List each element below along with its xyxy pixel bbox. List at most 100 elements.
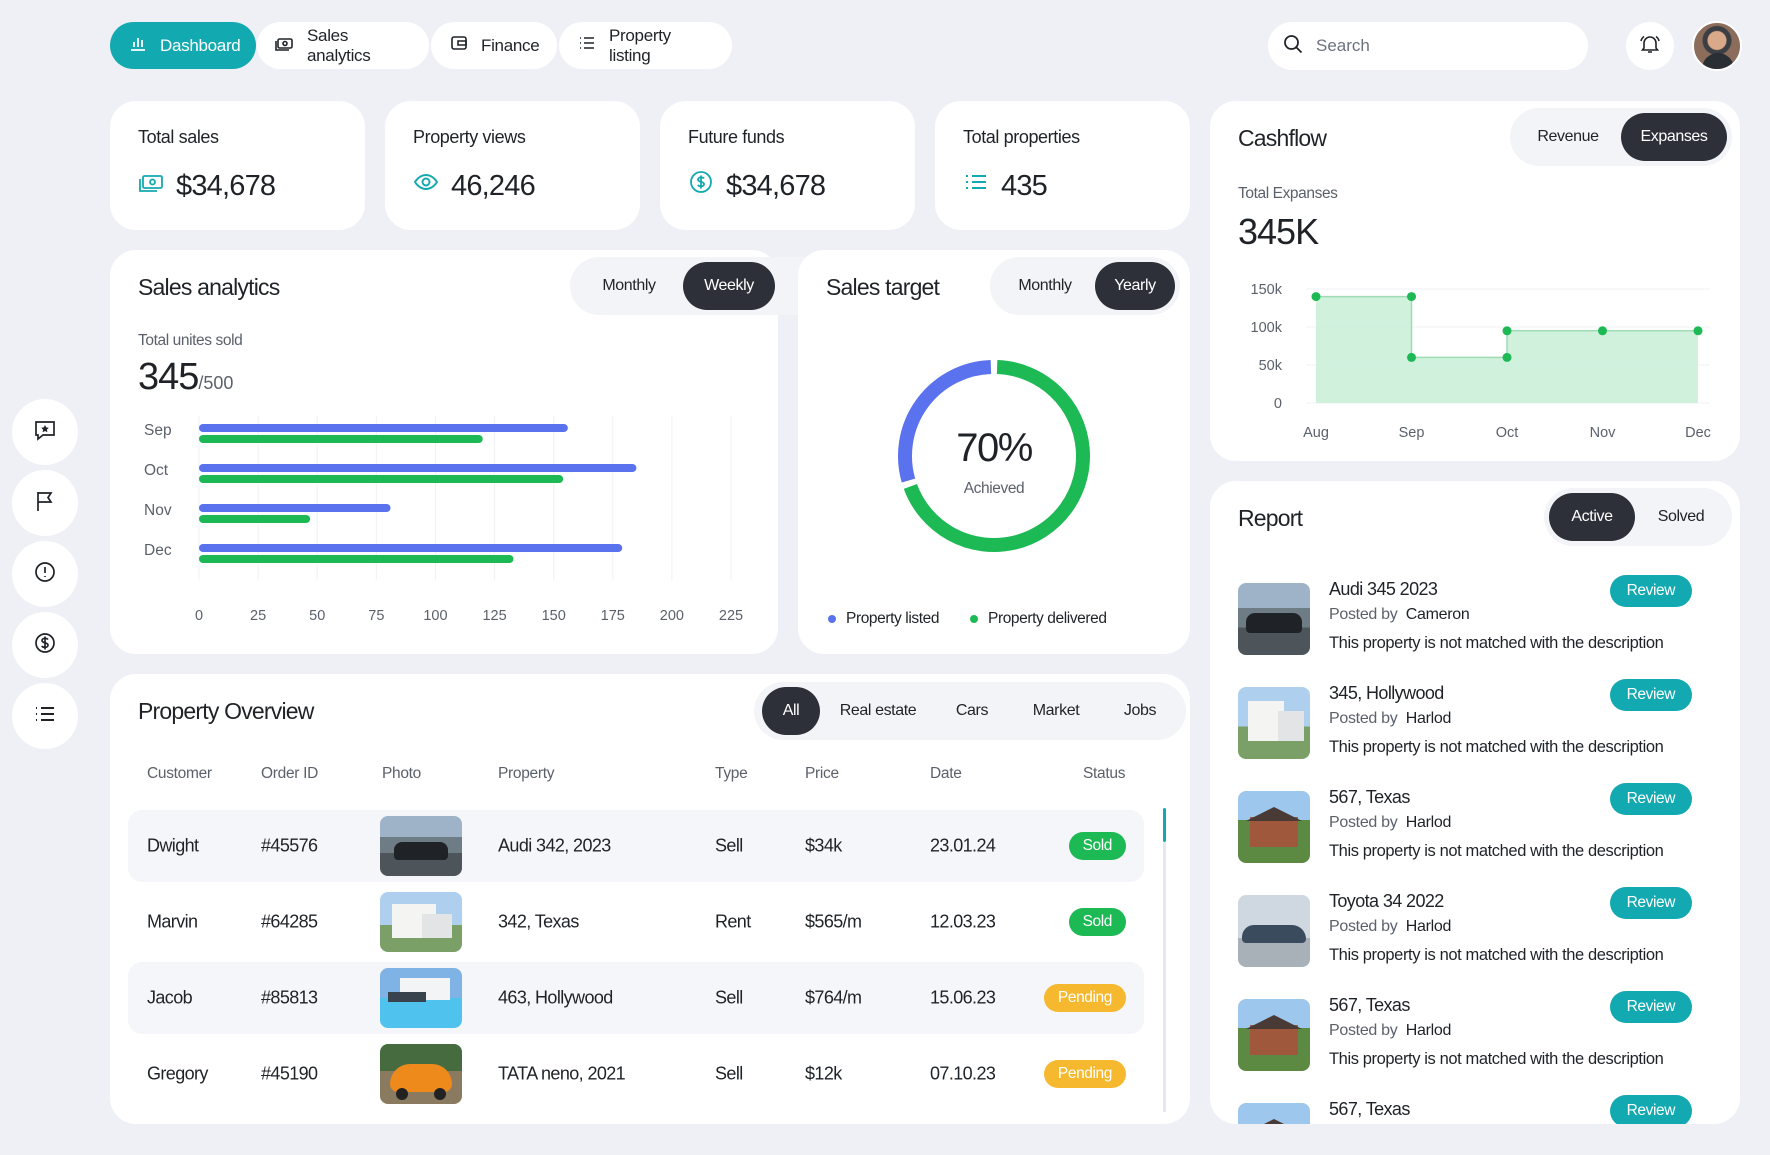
table-row[interactable]: Dwight #45576 Audi 342, 2023 Sell $34k 2… bbox=[128, 810, 1144, 882]
toggle-yearly[interactable]: Yearly bbox=[1095, 262, 1175, 310]
filter-all[interactable]: All bbox=[762, 687, 820, 735]
chart-subtitle: Total unites sold bbox=[138, 332, 243, 349]
sales-analytics-card: Sales analytics Monthly Weekly Total uni… bbox=[110, 250, 830, 654]
cell-date: 15.06.23 bbox=[930, 987, 996, 1008]
report-author: Cameron bbox=[1405, 606, 1470, 623]
toggle-monthly[interactable]: Monthly bbox=[1018, 277, 1072, 294]
sidebar-flag-button[interactable] bbox=[12, 470, 78, 536]
car-photo bbox=[1238, 895, 1310, 967]
dollar-circle-icon bbox=[32, 630, 58, 661]
report-item[interactable]: 567, Texas Posted by Harlod This propert… bbox=[1238, 991, 1718, 1075]
report-item[interactable]: Toyota 34 2022 Posted by Harlod This pro… bbox=[1238, 887, 1718, 971]
column-header[interactable]: Price bbox=[805, 765, 839, 782]
review-button[interactable]: Review bbox=[1609, 575, 1692, 607]
filter-bar bbox=[754, 682, 1186, 740]
review-button[interactable]: Review bbox=[1609, 679, 1692, 711]
search-bar[interactable] bbox=[1268, 22, 1588, 70]
units-sold-value: 345 bbox=[138, 356, 199, 398]
tab-sales-analytics[interactable]: Sales analytics bbox=[257, 22, 429, 69]
report-title: 567, Texas bbox=[1329, 995, 1410, 1015]
money-icon bbox=[275, 33, 295, 58]
toggle-expanses[interactable]: Expanses bbox=[1621, 113, 1727, 161]
y-tick-label: 150k bbox=[1251, 282, 1283, 298]
avatar[interactable] bbox=[1692, 21, 1742, 71]
cell-type: Sell bbox=[715, 1063, 743, 1084]
tab-dashboard[interactable]: Dashboard bbox=[110, 22, 256, 69]
report-description: This property is not matched with the de… bbox=[1329, 634, 1664, 652]
column-header[interactable]: Customer bbox=[147, 765, 212, 782]
toggle-active[interactable]: Active bbox=[1549, 493, 1635, 541]
posted-by-label: Posted by bbox=[1329, 814, 1398, 831]
posted-by-label: Posted by bbox=[1329, 710, 1398, 727]
column-header[interactable]: Date bbox=[930, 765, 962, 782]
cashflow-value: 345K bbox=[1238, 211, 1319, 252]
cell-property: 342, Texas bbox=[498, 911, 579, 932]
money-icon bbox=[138, 169, 164, 203]
posted-by-label: Posted by bbox=[1329, 1022, 1398, 1039]
search-input[interactable] bbox=[1316, 36, 1556, 56]
tab-property-listing[interactable]: Property listing bbox=[559, 22, 732, 69]
eye-icon bbox=[413, 169, 439, 203]
stat-card-future-funds: Future funds $34,678 bbox=[660, 101, 915, 230]
report-item[interactable]: 567, Texas Review bbox=[1238, 1095, 1718, 1124]
alert-circle-icon bbox=[32, 559, 58, 590]
report-title: Toyota 34 2022 bbox=[1329, 891, 1444, 911]
flag-icon bbox=[32, 488, 58, 519]
data-point bbox=[1693, 326, 1703, 336]
list-icon bbox=[963, 169, 989, 203]
report-item[interactable]: 345, Hollywood Posted by Harlod This pro… bbox=[1238, 679, 1718, 763]
report-item[interactable]: Audi 345 2023 Posted by Cameron This pro… bbox=[1238, 575, 1718, 659]
column-header[interactable]: Order ID bbox=[261, 765, 319, 782]
sidebar-list-button[interactable] bbox=[12, 683, 78, 749]
bell-icon bbox=[1639, 33, 1661, 60]
toggle-monthly[interactable]: Monthly bbox=[602, 277, 656, 294]
review-button[interactable]: Review bbox=[1609, 1095, 1692, 1124]
data-point bbox=[1311, 292, 1321, 302]
stat-card-total-properties: Total properties 435 bbox=[935, 101, 1190, 230]
message-star-icon bbox=[32, 417, 58, 448]
review-button[interactable]: Review bbox=[1609, 783, 1692, 815]
x-tick-label: 50 bbox=[309, 608, 325, 624]
tab-finance[interactable]: Finance bbox=[431, 22, 557, 69]
column-header[interactable]: Type bbox=[715, 765, 748, 782]
column-header[interactable]: Photo bbox=[382, 765, 422, 782]
table-row[interactable]: Marvin #64285 342, Texas Rent $565/m 12.… bbox=[128, 886, 1144, 958]
x-tick-label: 125 bbox=[482, 608, 506, 624]
sidebar-messages-button[interactable] bbox=[12, 399, 78, 465]
house-photo bbox=[1238, 791, 1310, 863]
filter-real-estate[interactable]: Real estate bbox=[839, 702, 917, 719]
card-title: Sales target bbox=[826, 274, 940, 300]
notification-button[interactable] bbox=[1626, 22, 1674, 70]
cell-type: Sell bbox=[715, 835, 743, 856]
car-photo bbox=[1238, 583, 1310, 655]
category-label: Sep bbox=[144, 422, 172, 439]
table-row[interactable]: Jacob #85813 463, Hollywood Sell $764/m … bbox=[128, 962, 1144, 1034]
units-sold-total: /500 bbox=[198, 373, 234, 393]
category-label: Oct bbox=[144, 462, 169, 479]
sidebar-alert-button[interactable] bbox=[12, 541, 78, 607]
sales-analytics-toggle: Monthly Weekly bbox=[570, 257, 830, 315]
dollar-circle-icon bbox=[688, 169, 714, 203]
toggle-revenue[interactable]: Revenue bbox=[1537, 128, 1599, 145]
filter-market[interactable]: Market bbox=[1032, 702, 1080, 719]
data-point bbox=[1502, 326, 1512, 336]
filter-jobs[interactable]: Jobs bbox=[1123, 702, 1157, 719]
table-scrollbar[interactable] bbox=[1163, 808, 1166, 842]
filter-cars[interactable]: Cars bbox=[955, 702, 989, 719]
column-header[interactable]: Property bbox=[498, 765, 555, 782]
card-title: Cashflow bbox=[1238, 125, 1327, 151]
review-button[interactable]: Review bbox=[1609, 991, 1692, 1023]
sidebar-finance-button[interactable] bbox=[12, 612, 78, 678]
column-header[interactable]: Status bbox=[1083, 765, 1126, 782]
review-button[interactable]: Review bbox=[1609, 887, 1692, 919]
tab-label: Finance bbox=[481, 35, 540, 55]
report-toggle: Active Solved bbox=[1544, 488, 1732, 546]
report-item[interactable]: 567, Texas Posted by Harlod This propert… bbox=[1238, 783, 1718, 867]
toggle-solved[interactable]: Solved bbox=[1657, 508, 1705, 525]
tab-label: Dashboard bbox=[160, 35, 241, 55]
report-title: 345, Hollywood bbox=[1329, 683, 1444, 703]
table-row[interactable]: Gregory #45190 TATA neno, 2021 Sell $12k… bbox=[128, 1038, 1144, 1110]
toggle-weekly[interactable]: Weekly bbox=[683, 262, 775, 310]
status-badge: Pending bbox=[1043, 984, 1126, 1012]
x-tick-label: Oct bbox=[1496, 425, 1519, 441]
